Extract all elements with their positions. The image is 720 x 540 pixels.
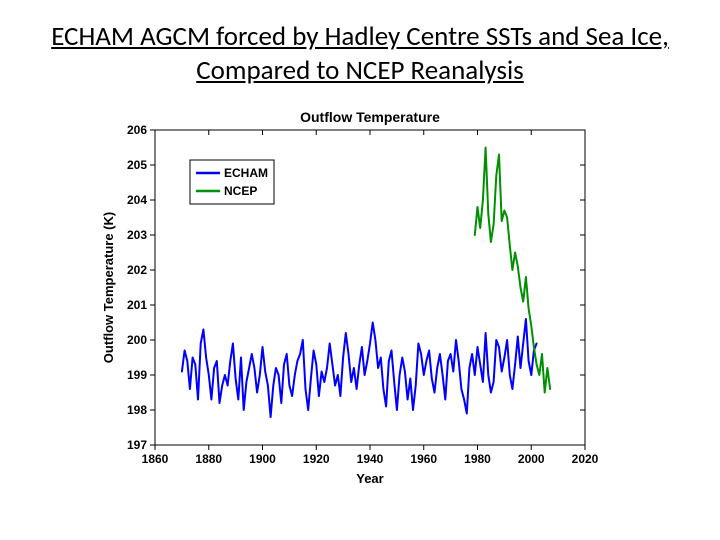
outflow-temperature-chart: Outflow Temperature 1860 1880 1900 1920 1940 1…	[95, 110, 635, 505]
x-tick-label: 1940	[357, 452, 384, 466]
x-tick-label: 1960	[410, 452, 437, 466]
y-tick-label: 206	[127, 123, 147, 137]
y-tick-label: 198	[127, 403, 147, 417]
y-tick-label: 202	[127, 263, 147, 277]
legend-label-echam: ECHAM	[224, 166, 268, 180]
x-tick-label: 2000	[518, 452, 545, 466]
y-tick-label: 199	[127, 368, 147, 382]
y-tick-label: 201	[127, 298, 147, 312]
y-tick-label: 205	[127, 158, 147, 172]
x-tick-label: 1860	[142, 452, 169, 466]
x-tick-label: 1900	[249, 452, 276, 466]
legend-label-ncep: NCEP	[224, 184, 257, 198]
x-tick-label: 1920	[303, 452, 330, 466]
y-tick-label: 203	[127, 228, 147, 242]
y-tick-label: 204	[127, 193, 147, 207]
y-tick-label: 200	[127, 333, 147, 347]
y-tick-label: 197	[127, 438, 147, 452]
x-tick-label: 2020	[572, 452, 599, 466]
x-tick-label: 1880	[195, 452, 222, 466]
y-axis-label: Outflow Temperature (K)	[101, 212, 116, 363]
chart-title: Outflow Temperature	[300, 110, 440, 125]
slide-title: ECHAM AGCM forced by Hadley Centre SSTs …	[0, 20, 720, 88]
x-tick-label: 1980	[464, 452, 491, 466]
x-axis-label: Year	[356, 471, 383, 486]
